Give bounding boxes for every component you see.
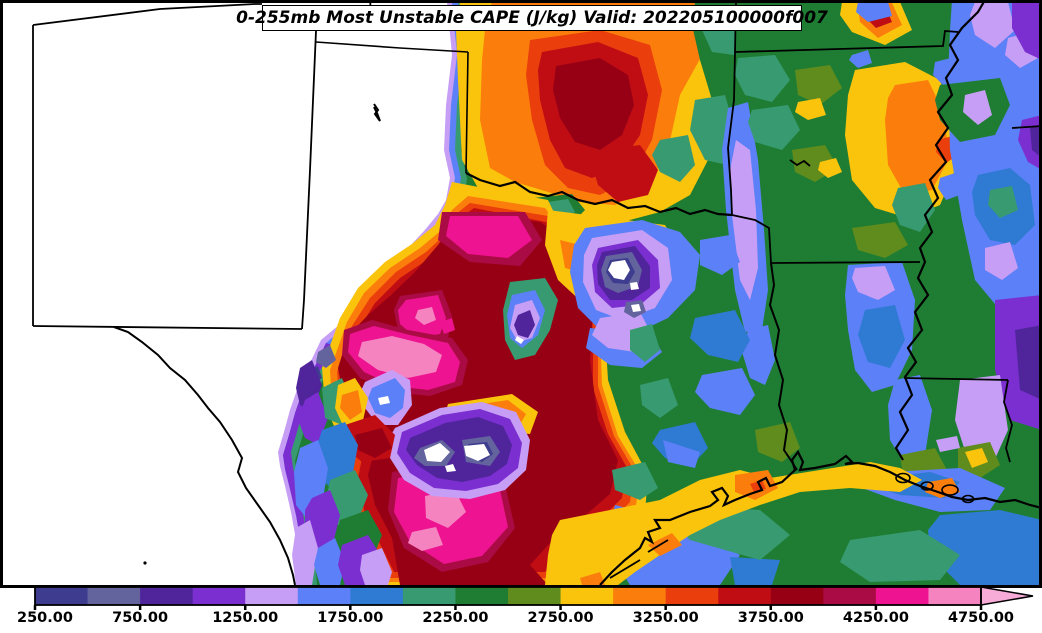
river-rio-grande <box>113 326 296 586</box>
border-oklahoma-panhandle-south <box>315 41 469 53</box>
map-title: 0-255mb Most Unstable CAPE (J/kg) Valid:… <box>236 8 828 28</box>
colorbar-segment <box>928 587 982 605</box>
border-newmexico-texas-103w <box>301 30 317 330</box>
colorbar: 250.00 750.00 1250.00 1750.00 2250.00 2750.00… <box>17 586 1034 626</box>
river-pearl <box>1003 379 1013 463</box>
title-box: 0-255mb Most Unstable CAPE (J/kg) Valid:… <box>236 5 828 31</box>
barrier-island-2 <box>647 539 669 553</box>
colorbar-segment <box>875 587 929 605</box>
border-red-river <box>465 172 733 217</box>
colorbar-tick-label: 4750.00 <box>948 610 1014 626</box>
colorbar-tick-label: 750.00 <box>112 610 168 626</box>
colorbar-segment <box>140 587 194 605</box>
colorbar-segment <box>770 587 824 605</box>
colorbar-segment <box>560 587 614 605</box>
colorbar-segment <box>87 587 141 605</box>
border-texas-oklahoma-100w <box>465 51 469 174</box>
state-borders <box>32 0 1042 586</box>
colorbar-segment <box>718 587 772 605</box>
colorbar-segment <box>613 587 667 605</box>
colorbar-tick-label: 1250.00 <box>212 610 278 626</box>
lake-louisiana-2 <box>920 481 934 491</box>
colorbar-tick-label: 1750.00 <box>317 610 383 626</box>
colorbar-tick-label: 4250.00 <box>843 610 909 626</box>
lake-newmexico <box>373 103 381 122</box>
border-texas-arkansas <box>731 214 772 264</box>
lake-pontchartrain <box>941 484 959 496</box>
coastline-gulf <box>599 449 1042 586</box>
river-mississippi <box>894 0 986 461</box>
colorbar-segment <box>508 587 562 605</box>
river-arkansas-squiggle <box>789 159 811 167</box>
border-newmexico-south-32n <box>32 325 303 330</box>
colorbar-segment <box>192 587 246 605</box>
map-dot <box>143 561 147 565</box>
border-louisiana-mississippi-31n <box>903 377 1009 381</box>
colorbar-segment <box>350 587 404 605</box>
colorbar-segment <box>297 587 351 605</box>
lake-louisiana-3 <box>961 494 975 504</box>
border-colorado-newmexico-37n <box>32 3 262 26</box>
contour-fill-arkansas <box>735 2 962 258</box>
colorbar-tick-label: 2750.00 <box>528 610 594 626</box>
border-texas-louisiana-sabine <box>768 262 798 471</box>
colorbar-segment <box>665 587 719 605</box>
border-tennessee-mississippi <box>1011 125 1042 129</box>
contour-fill-central-texas-core <box>322 182 648 585</box>
colorbar-over-arrow <box>980 586 1034 606</box>
colorbar-tick-label: 3750.00 <box>738 610 804 626</box>
colorbar-segment <box>455 587 509 605</box>
colorbar-segment <box>823 587 877 605</box>
colorbar-tick-label: 3250.00 <box>633 610 699 626</box>
colorbar-tick-label: 2250.00 <box>422 610 488 626</box>
colorbar-tick-label: 250.00 <box>17 610 73 626</box>
colorbar-segment <box>35 587 89 605</box>
colorbar-segment <box>245 587 299 605</box>
contour-fill-east-of-mississippi <box>935 0 1042 470</box>
lake-louisiana-1 <box>895 472 911 484</box>
contour-fill-louisiana-east-texas-gulf <box>545 262 1042 585</box>
colorbar-segment <box>402 587 456 605</box>
border-missouri-arkansas <box>734 30 959 53</box>
border-arkansas-louisiana <box>770 261 921 264</box>
barrier-island-1 <box>609 559 641 579</box>
contour-fill-west-dryline-band <box>292 345 395 585</box>
border-oklahoma-arkansas <box>727 51 736 216</box>
colorbar-outline <box>34 586 982 606</box>
